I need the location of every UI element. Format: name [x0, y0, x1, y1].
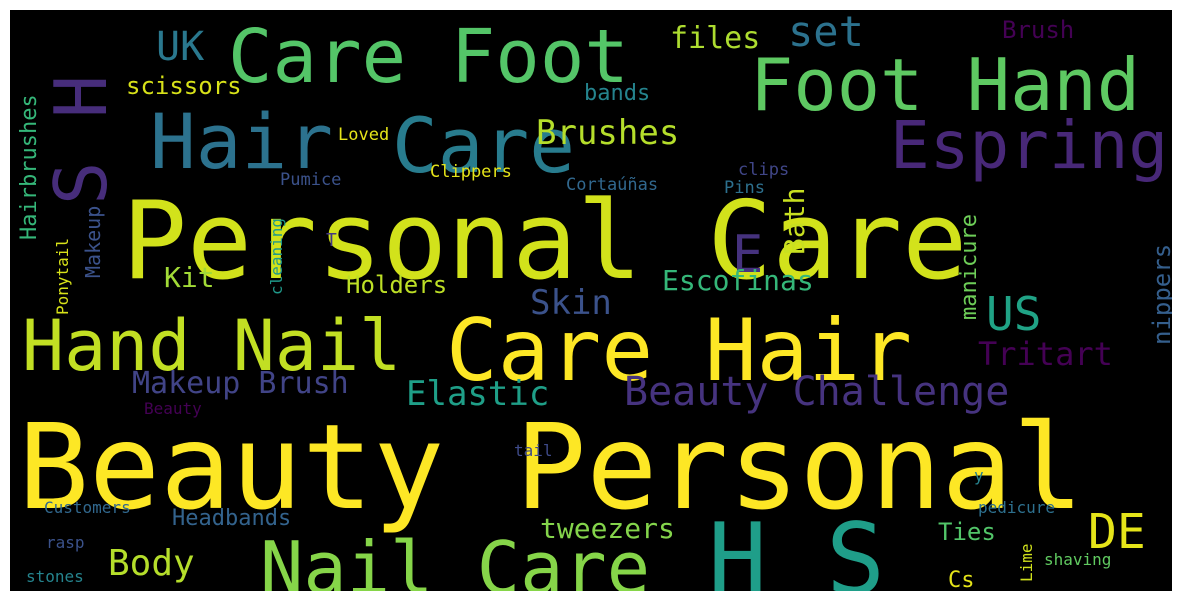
word: shaving: [1044, 550, 1111, 569]
word: Ties: [938, 518, 996, 546]
word: cleaning: [267, 218, 286, 295]
word: E: [732, 225, 763, 285]
word: Care Foot: [228, 14, 629, 100]
word: Foot Hand: [750, 43, 1140, 127]
word: y: [974, 466, 984, 485]
word: Makeup Brush: [132, 366, 349, 401]
word: UK: [156, 24, 204, 70]
word: tweezers: [540, 512, 675, 545]
word: Customers: [44, 498, 131, 517]
word: nippers: [1148, 244, 1172, 345]
word: Hairbrushes: [17, 94, 42, 240]
word-cloud-svg: Beauty Personal Personal Care Care Hair …: [17, 10, 1172, 591]
word: Skin: [530, 283, 612, 323]
word: H S: [708, 503, 885, 591]
word: Elastic: [406, 374, 549, 414]
word: Escofinas: [662, 264, 814, 297]
word: Care: [392, 101, 575, 190]
word: Hand Nail: [22, 305, 401, 387]
word: Brushes: [536, 113, 679, 153]
word: bands: [584, 81, 650, 106]
word: US: [986, 287, 1041, 341]
word: manicure: [957, 214, 982, 320]
word: Ponytail: [53, 238, 72, 315]
word: Cs: [948, 568, 975, 591]
word-cloud-canvas: Beauty Personal Personal Care Care Hair …: [10, 10, 1172, 591]
word: Personal Care: [122, 179, 967, 304]
word: tail: [514, 441, 553, 460]
word: Lime: [1017, 543, 1036, 582]
word: Nail Care: [260, 526, 650, 591]
word: Beauty: [144, 399, 202, 418]
word: Espring: [890, 107, 1168, 184]
word: clips: [738, 160, 789, 180]
word: DE: [1088, 504, 1146, 560]
word: scissors: [126, 72, 242, 100]
word: Holders: [346, 271, 447, 299]
word: Bath: [778, 188, 811, 255]
word: Kit: [164, 261, 215, 294]
word: Brush: [1002, 16, 1074, 44]
word: Clippers: [430, 162, 512, 182]
word: Loved: [338, 125, 389, 145]
word: Beauty Challenge: [624, 369, 1009, 415]
word: Headbands: [172, 506, 291, 531]
word: Beauty Personal: [18, 398, 1084, 536]
word: Cortaúñas: [566, 175, 658, 195]
word: T: [326, 230, 337, 251]
word: Body: [108, 543, 195, 584]
word: Makeup: [81, 206, 105, 278]
word: Care Hair: [446, 301, 912, 401]
word: Hair: [150, 97, 333, 186]
word: Tritart: [978, 335, 1113, 373]
word: stones: [26, 567, 84, 586]
word: set: [788, 10, 864, 56]
word: S H: [39, 75, 123, 205]
word: files: [670, 21, 760, 56]
word: pedicure: [978, 498, 1055, 517]
word: rasp: [46, 533, 85, 552]
word: Pins: [724, 178, 765, 198]
word: Pumice: [280, 170, 341, 190]
